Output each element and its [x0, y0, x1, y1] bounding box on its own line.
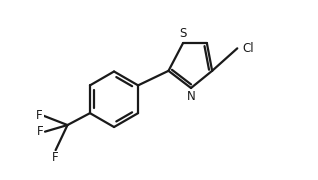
Text: S: S: [179, 27, 187, 40]
Text: F: F: [52, 152, 59, 165]
Text: Cl: Cl: [242, 42, 254, 55]
Text: F: F: [36, 109, 42, 122]
Text: F: F: [37, 125, 44, 138]
Text: N: N: [187, 90, 195, 103]
